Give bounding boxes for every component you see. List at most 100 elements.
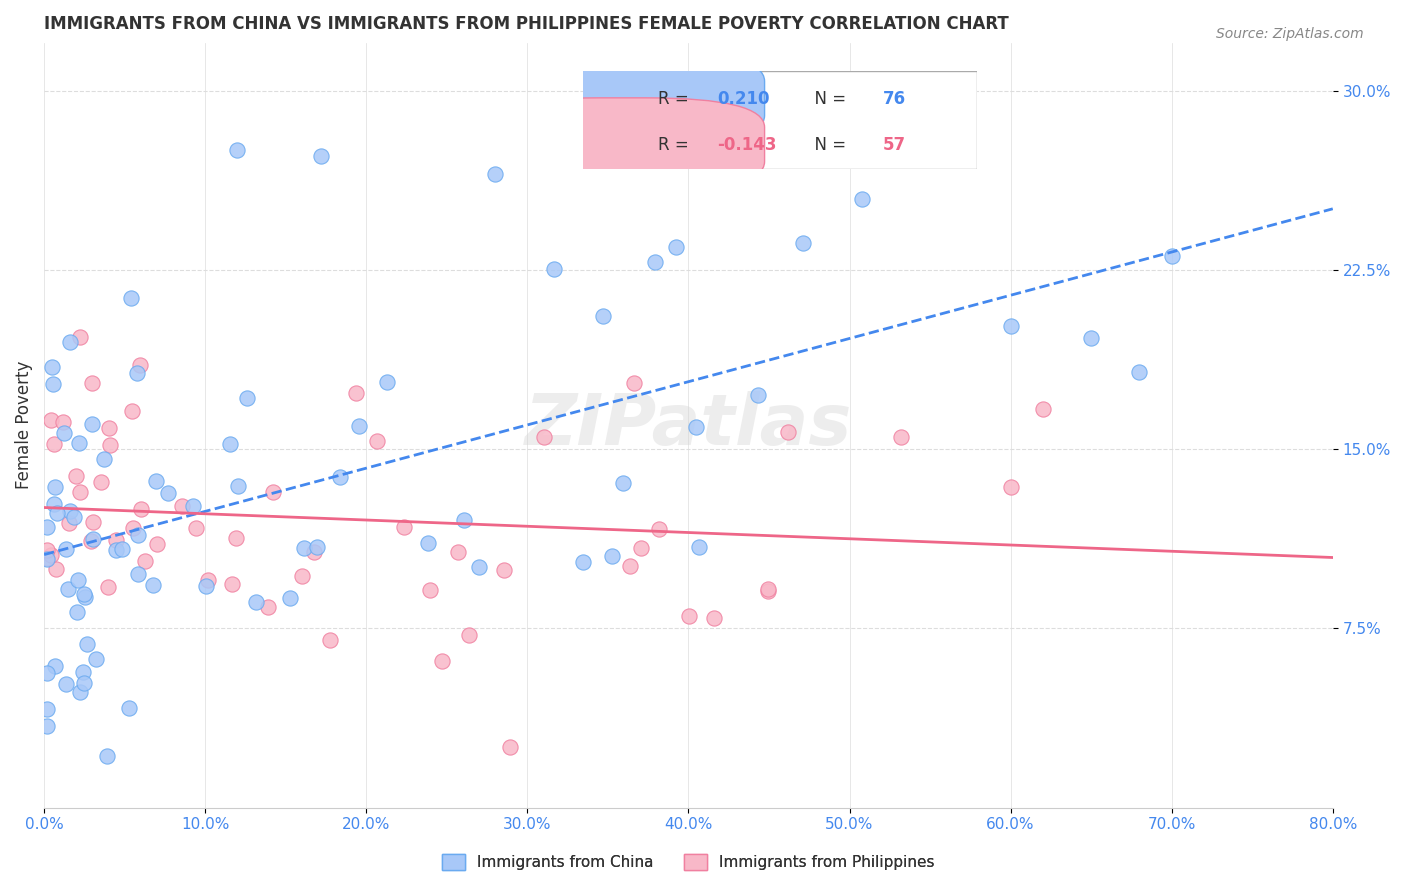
Point <box>329 470 352 484</box>
Point <box>73 586 96 600</box>
Point <box>37 543 59 558</box>
Point <box>45 562 67 576</box>
Text: 57: 57 <box>883 136 905 154</box>
Point <box>572 555 595 569</box>
Point <box>418 583 440 598</box>
Point <box>468 559 491 574</box>
Point <box>41 549 63 563</box>
Point <box>84 651 107 665</box>
Point <box>72 665 94 679</box>
Point <box>93 451 115 466</box>
Text: ZIPatlas: ZIPatlas <box>524 391 852 459</box>
Point <box>42 497 65 511</box>
Point <box>225 531 247 545</box>
Point <box>292 541 315 555</box>
Point <box>851 192 873 206</box>
Point <box>142 578 165 592</box>
Point <box>97 421 120 435</box>
Point <box>37 718 59 732</box>
Point <box>890 430 912 444</box>
Point <box>121 521 143 535</box>
Text: 76: 76 <box>883 90 905 108</box>
Point <box>66 573 89 587</box>
Point <box>453 513 475 527</box>
Point <box>37 551 59 566</box>
FancyBboxPatch shape <box>481 52 765 145</box>
Point <box>56 582 79 596</box>
Point <box>96 748 118 763</box>
Point <box>42 377 65 392</box>
Point <box>39 413 62 427</box>
Point <box>52 415 75 429</box>
Point <box>302 544 325 558</box>
Point <box>66 605 89 619</box>
Point <box>129 501 152 516</box>
Point <box>59 335 82 350</box>
Point <box>194 579 217 593</box>
Point <box>318 633 340 648</box>
Point <box>69 485 91 500</box>
Point <box>703 611 725 625</box>
Point <box>55 677 77 691</box>
Point <box>75 590 97 604</box>
Point <box>42 437 65 451</box>
Point <box>98 437 121 451</box>
Point <box>127 567 149 582</box>
Point <box>226 479 249 493</box>
Point <box>118 700 141 714</box>
Point <box>184 521 207 535</box>
Point <box>492 563 515 577</box>
Point <box>458 628 481 642</box>
Point <box>104 533 127 547</box>
Point <box>59 504 82 518</box>
Point <box>245 595 267 609</box>
Point <box>97 580 120 594</box>
FancyBboxPatch shape <box>583 71 977 169</box>
Point <box>688 540 710 554</box>
Point <box>58 516 80 531</box>
Text: Source: ZipAtlas.com: Source: ZipAtlas.com <box>1216 27 1364 41</box>
Point <box>1000 480 1022 494</box>
Point <box>392 520 415 534</box>
Point <box>129 359 152 373</box>
Point <box>432 654 454 668</box>
Point <box>1128 366 1150 380</box>
Point <box>543 262 565 277</box>
Point <box>678 609 700 624</box>
Point <box>44 480 66 494</box>
Point <box>665 240 688 254</box>
Point <box>197 574 219 588</box>
Point <box>111 541 134 556</box>
Point <box>221 576 243 591</box>
Point <box>776 425 799 440</box>
Legend: Immigrants from China, Immigrants from Philippines: Immigrants from China, Immigrants from P… <box>436 848 941 877</box>
Point <box>612 476 634 491</box>
Text: R =: R = <box>658 136 695 154</box>
Point <box>41 359 63 374</box>
Point <box>80 376 103 390</box>
Point <box>756 584 779 599</box>
Text: N =: N = <box>804 90 851 108</box>
Point <box>156 486 179 500</box>
Point <box>121 404 143 418</box>
Text: 0.210: 0.210 <box>717 90 770 108</box>
Point <box>309 149 332 163</box>
Point <box>756 582 779 596</box>
Point <box>52 425 75 440</box>
Point <box>648 523 671 537</box>
Point <box>619 558 641 573</box>
Point <box>37 552 59 566</box>
Text: R =: R = <box>658 90 695 108</box>
Point <box>685 419 707 434</box>
Point <box>80 417 103 431</box>
Point <box>37 520 59 534</box>
Point <box>80 534 103 549</box>
Y-axis label: Female Poverty: Female Poverty <box>15 361 32 490</box>
Point <box>134 554 156 568</box>
Point <box>73 675 96 690</box>
Point <box>278 591 301 605</box>
Text: -0.143: -0.143 <box>717 136 778 154</box>
Point <box>347 419 370 434</box>
Text: N =: N = <box>804 136 851 154</box>
Point <box>344 385 367 400</box>
